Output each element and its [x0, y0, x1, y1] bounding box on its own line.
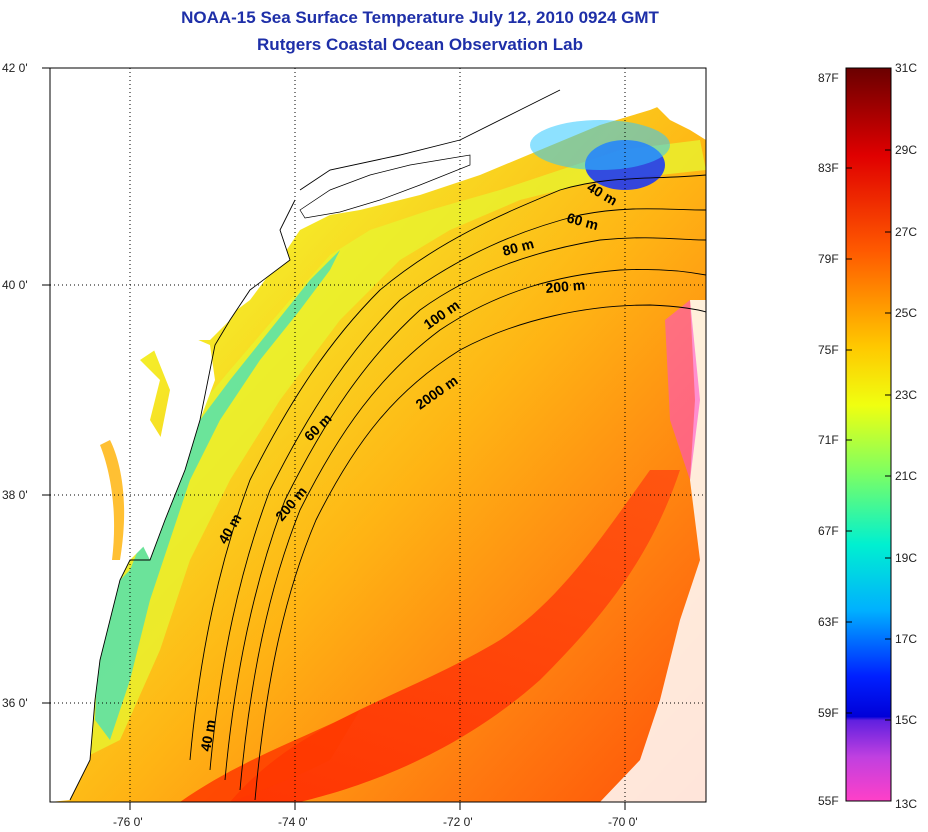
colorbar-c-label: 31C	[895, 61, 917, 75]
colorbar-c-label: 21C	[895, 469, 917, 483]
colorbar-f-label: 67F	[818, 524, 839, 538]
chesapeake-bay	[100, 440, 125, 560]
land-new-england	[560, 68, 706, 140]
cool-water-ne	[530, 120, 670, 170]
lat-tick-label: 40 0'	[2, 278, 28, 292]
colorbar-f-label: 79F	[818, 252, 839, 266]
colorbar-f-label: 75F	[818, 343, 839, 357]
land-delmarva	[140, 330, 215, 560]
map-subtitle: Rutgers Coastal Ocean Observation Lab	[257, 35, 583, 54]
isobath-label: 40 m	[197, 718, 218, 752]
lat-tick-label: 36 0'	[2, 696, 28, 710]
colorbar-c-label: 13C	[895, 797, 917, 811]
lon-tick-label: -74 0'	[278, 815, 308, 829]
colorbar-c-label: 25C	[895, 306, 917, 320]
colorbar-f-label: 55F	[818, 794, 839, 808]
colorbar-f-label: 87F	[818, 71, 839, 85]
colorbar-f-label: 63F	[818, 615, 839, 629]
coastline	[69, 89, 561, 801]
colorbar-c-label: 17C	[895, 632, 917, 646]
colorbar-c-label: 23C	[895, 388, 917, 402]
lon-tick-label: -70 0'	[608, 815, 638, 829]
colorbar-f-label: 83F	[818, 161, 839, 175]
land-long-island	[299, 154, 471, 219]
isobath-label: 80 m	[501, 235, 536, 259]
colorbar-f-label: 71F	[818, 433, 839, 447]
isobath-label: 200 m	[545, 277, 586, 296]
cloud-mask-east	[600, 300, 706, 802]
isobath-label: 60 m	[565, 209, 600, 233]
coastal-cyan-band	[95, 250, 340, 740]
colorbar-c-label: 19C	[895, 551, 917, 565]
colorbar-f-label: 59F	[818, 706, 839, 720]
graticule	[50, 68, 706, 802]
shelf-cool-band	[80, 140, 706, 760]
colorbar-c-label: 27C	[895, 225, 917, 239]
colorbar-c-label: 29C	[895, 143, 917, 157]
isobath-contours	[189, 174, 706, 801]
lon-tick-label: -76 0'	[113, 815, 143, 829]
cloud-edge-magenta	[665, 300, 700, 480]
axis-ticks	[42, 67, 626, 810]
land-mainland	[50, 68, 560, 802]
colorbar-ramp	[845, 67, 892, 802]
lat-tick-label: 38 0'	[2, 488, 28, 502]
lat-tick-label: 42 0'	[2, 61, 28, 75]
colorbar-c-label: 15C	[895, 713, 917, 727]
map-title: NOAA-15 Sea Surface Temperature July 12,…	[181, 8, 659, 27]
lon-tick-label: -72 0'	[443, 815, 473, 829]
colorbar-ticks	[846, 67, 891, 802]
map-frame	[49, 67, 707, 803]
